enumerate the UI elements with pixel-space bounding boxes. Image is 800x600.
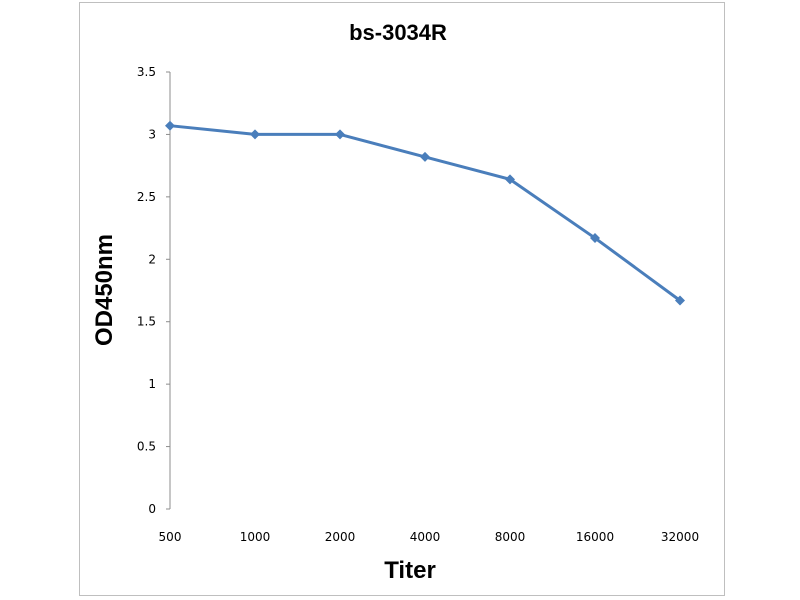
data-point-marker xyxy=(335,129,345,140)
y-tick-group: 0 0.5 1 1.5 2 2.5 3 3.5 xyxy=(137,65,170,516)
y-tick-label: 0.5 xyxy=(137,440,156,454)
x-tick-label: 2000 xyxy=(325,530,356,544)
y-tick-label: 2 xyxy=(148,252,156,266)
marker-group xyxy=(165,120,685,306)
data-point-marker xyxy=(505,174,515,185)
x-tick-label: 4000 xyxy=(410,530,441,544)
data-point-marker xyxy=(420,151,430,162)
x-tick-label: 8000 xyxy=(495,530,526,544)
x-tick-label: 1000 xyxy=(240,530,271,544)
data-point-marker xyxy=(675,295,685,306)
data-point-marker xyxy=(165,120,175,131)
y-axis-title: OD450nm xyxy=(91,234,118,346)
x-tick-label: 32000 xyxy=(661,530,699,544)
y-tick-label: 1.5 xyxy=(137,315,156,329)
y-tick-label: 3 xyxy=(148,127,156,141)
x-tick-label: 500 xyxy=(159,530,182,544)
x-tick-group: 500 1000 2000 4000 8000 16000 32000 xyxy=(159,530,700,544)
chart-title: bs-3034R xyxy=(349,20,447,45)
chart-frame xyxy=(79,2,725,596)
y-tick-label: 3.5 xyxy=(137,65,156,79)
x-tick-label: 16000 xyxy=(576,530,614,544)
x-axis-title: Titer xyxy=(384,557,436,584)
y-tick-label: 0 xyxy=(148,502,156,516)
data-point-marker xyxy=(590,233,600,244)
y-tick-label: 2.5 xyxy=(137,190,156,204)
y-tick-label: 1 xyxy=(148,377,156,391)
data-point-marker xyxy=(250,129,260,140)
